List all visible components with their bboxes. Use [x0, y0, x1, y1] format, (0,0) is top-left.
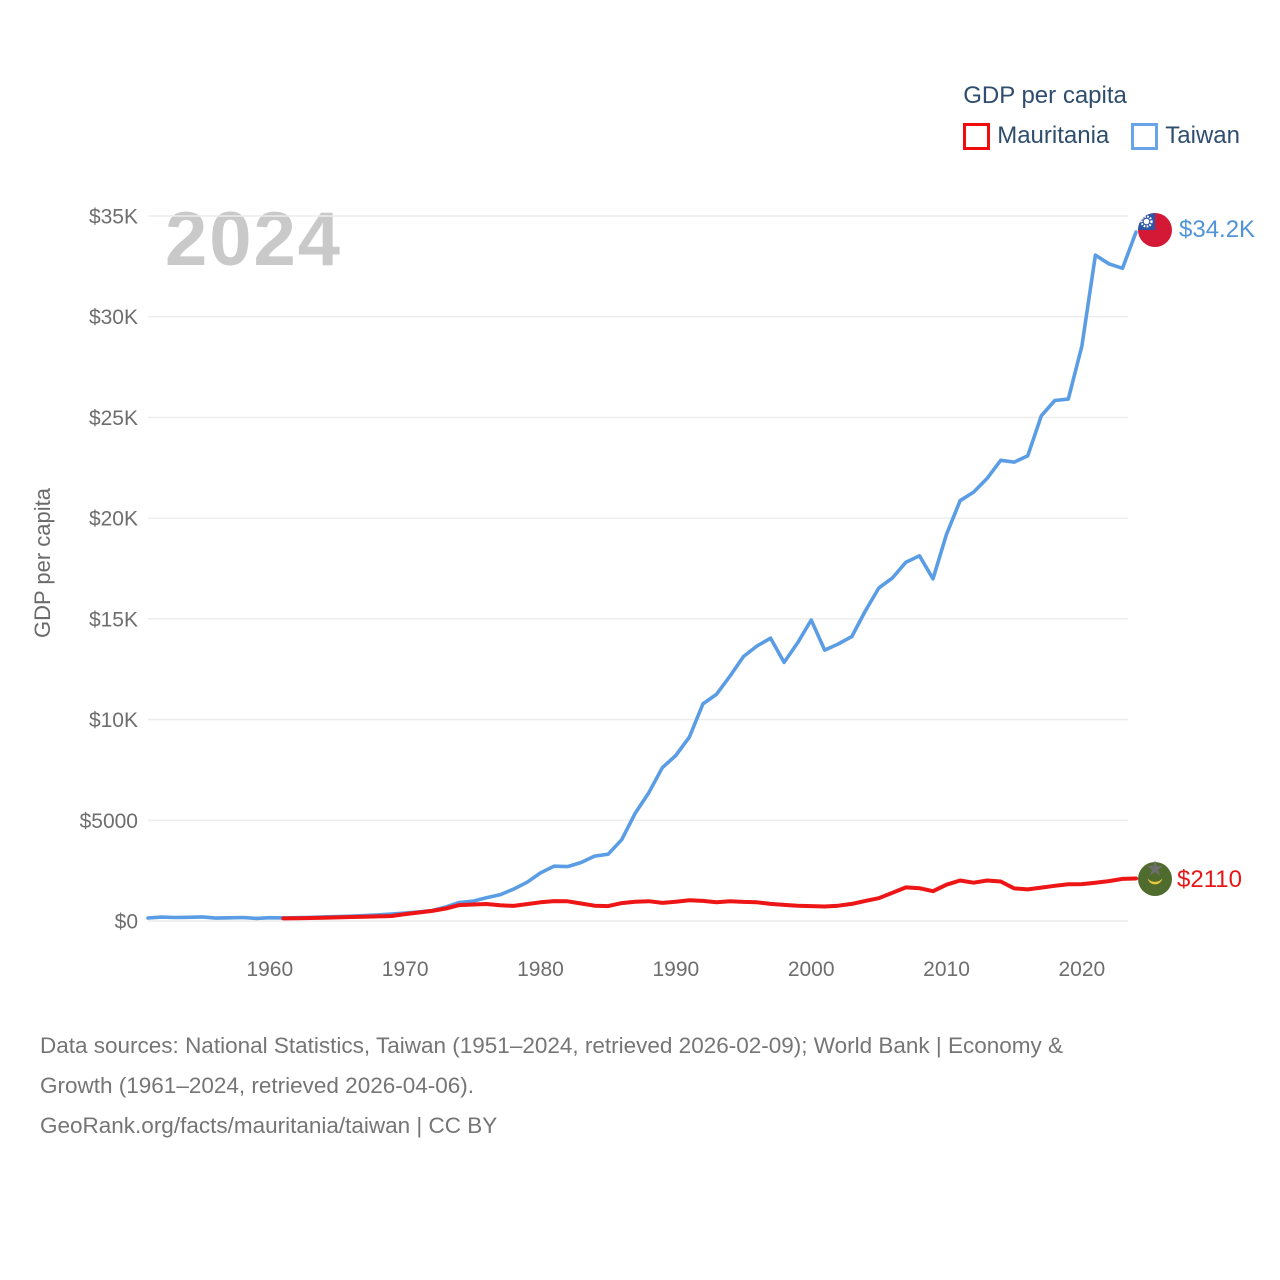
plot-area: $0 $5000 $10K $15K $20K $25K $30K $35K 1960 1970… [80, 206, 1172, 981]
x-tick-label: 2020 [1059, 958, 1106, 981]
svg-text:★: ★ [1146, 858, 1165, 881]
y-tick-label: $5000 [80, 810, 138, 833]
x-tick-label: 1980 [517, 958, 564, 981]
x-tick-label: 1970 [382, 958, 429, 981]
mauritania-line[interactable] [281, 876, 1138, 921]
gridlines [148, 215, 1128, 922]
legend-title: GDP per capita [963, 82, 1127, 109]
legend-items: Mauritania Taiwan [963, 122, 1240, 150]
taiwan-end-value-label: $34.2K [1179, 216, 1256, 243]
legend-item-label-taiwan: Taiwan [1165, 122, 1240, 149]
series-lines [146, 230, 1138, 921]
x-tick-label: 2000 [788, 958, 835, 981]
taiwan-swatch-icon [1131, 122, 1159, 150]
mauritania-swatch-icon [963, 122, 991, 150]
taiwan-line[interactable] [146, 230, 1138, 921]
y-tick-label: $30K [89, 306, 138, 329]
y-tick-label: $10K [89, 709, 138, 732]
x-tick-label: 1990 [652, 958, 699, 981]
legend-item-taiwan[interactable]: Taiwan [1131, 122, 1240, 150]
y-axis-tick-labels: $0 $5000 $10K $15K $20K $25K $30K $35K [80, 206, 138, 934]
footer-line-attribution: GeoRank.org/facts/mauritania/taiwan | CC… [40, 1113, 498, 1138]
mauritania-flag-marker: ★ [1138, 858, 1172, 896]
mauritania-end-value-label: $2110 [1177, 866, 1242, 893]
footer-line-sources-2: Growth (1961–2024, retrieved 2026-04-06)… [40, 1073, 475, 1098]
x-axis-tick-labels: 1960 1970 1980 1990 2000 2010 2020 [246, 958, 1105, 981]
x-tick-label: 2010 [923, 958, 970, 981]
x-tick-label: 1960 [246, 958, 293, 981]
footer-line-sources: Data sources: National Statistics, Taiwa… [40, 1033, 1064, 1058]
taiwan-flag-marker [1138, 213, 1172, 247]
legend-item-mauritania[interactable]: Mauritania [963, 122, 1109, 150]
y-tick-label: $20K [89, 508, 138, 531]
y-tick-label: $25K [89, 407, 138, 430]
y-tick-label: $35K [89, 206, 138, 229]
legend-item-label-mauritania: Mauritania [997, 122, 1110, 149]
y-tick-label: $0 [115, 911, 138, 934]
data-sources-footer: Data sources: National Statistics, Taiwa… [40, 1026, 1250, 1146]
watermark-year: 2024 [165, 197, 343, 282]
y-tick-label: $15K [89, 608, 138, 631]
legend: GDP per capita Mauritania Taiwan [963, 82, 1240, 150]
